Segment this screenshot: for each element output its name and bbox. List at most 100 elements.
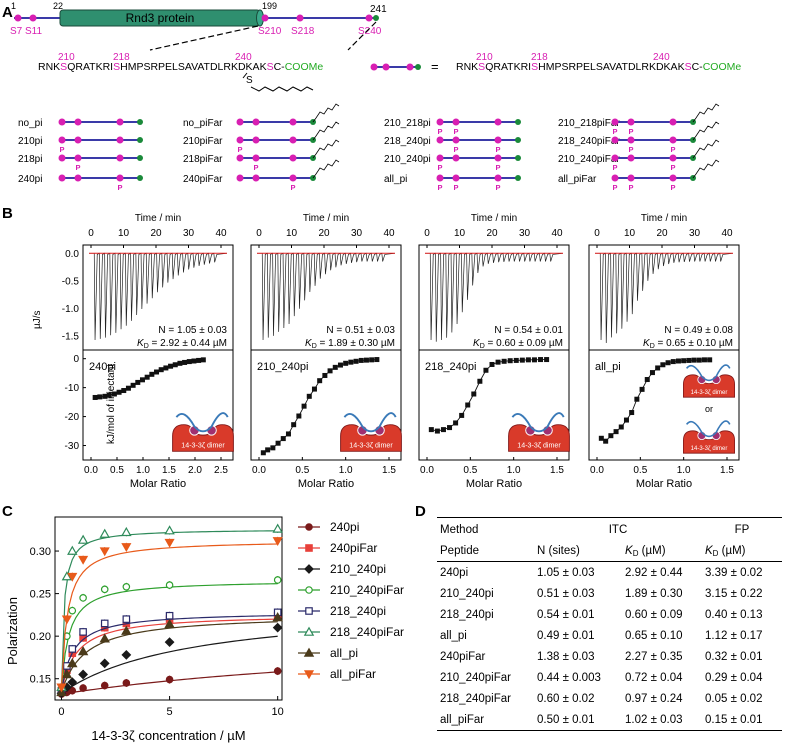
farnesyl-chain [243, 73, 313, 91]
legend-label: 210_240pi [330, 562, 386, 576]
itc-bottom-xtick: 0.0 [84, 465, 98, 476]
cell-peptide: 240pi [437, 562, 534, 584]
site-dot [297, 15, 304, 22]
farnesyl-tail [693, 104, 719, 122]
itc-top-xtick: 10 [624, 228, 636, 239]
fp-data-point [306, 608, 312, 614]
dimer-label: 14-3-3ζ dimer [349, 442, 393, 450]
itc-molar-ratio-label: Molar Ratio [636, 478, 692, 490]
site-dot [453, 119, 460, 126]
phospho-p: P [613, 183, 618, 192]
panel-b-itc: µJ/s kJ/mol of injectant Time / min 0 10 20 30… [0, 205, 787, 500]
site-dot [495, 155, 502, 162]
cell-kd-fp: 3.39 ± 0.02 [702, 562, 782, 584]
site-dot [75, 175, 82, 182]
fp-fit-curve [61, 584, 277, 689]
cterm-dot [515, 137, 521, 143]
phospho-p: P [496, 163, 501, 172]
res-num-22: 22 [53, 1, 63, 11]
fp-data-point [69, 607, 75, 613]
fp-data-point [273, 525, 281, 532]
dimer-label: 14-3-3ζ dimer [691, 390, 728, 396]
cterm-dot [515, 175, 521, 181]
itc-time-label: Time / min [303, 213, 349, 224]
cell-n: 0.44 ± 0.003 [534, 667, 622, 688]
site-dot [117, 137, 124, 144]
construct-label: 218_240piFar [558, 136, 620, 147]
itc-time-label: Time / min [471, 213, 517, 224]
or-label: or [705, 404, 713, 414]
fp-data-point [274, 668, 280, 674]
seq2-num-218: 218 [531, 52, 548, 63]
header-fp: FP [702, 518, 782, 541]
itc-top-xtick: 0 [88, 228, 94, 239]
cell-peptide: all_pi [437, 625, 534, 646]
itc-bottom-xtick: 1.0 [677, 465, 691, 476]
cell-n: 0.49 ± 0.01 [534, 625, 622, 646]
itc-time-label: Time / min [641, 213, 687, 224]
itc-top-xtick: 10 [454, 228, 466, 239]
fp-ylabel: Polarization [5, 597, 20, 665]
table-subheader-row: Peptide N (sites) KD (µM) KD (µM) [437, 540, 782, 562]
table-row: all_pi 0.49 ± 0.01 0.65 ± 0.10 1.12 ± 0.17 [437, 625, 782, 646]
site-dot [59, 119, 66, 126]
itc-top-xtick: 40 [721, 228, 733, 239]
legend-label: 218_240piFar [330, 625, 404, 639]
itc-top-xtick: 20 [486, 228, 498, 239]
cell-n: 0.51 ± 0.03 [534, 583, 622, 604]
phospho-p: P [254, 163, 259, 172]
cterm-dot [373, 15, 379, 21]
fp-xtick: 0 [58, 706, 64, 718]
fp-data-point [79, 670, 87, 678]
fp-series-all_piFar: all_piFar [57, 537, 376, 692]
farnesyl-tail [693, 122, 719, 140]
construct-label: 210pi [18, 136, 42, 147]
sequence-farnesyl: RNKSQRATKRISHMPSRPELSAVATDLRKDKAKSC-COOM… [38, 52, 323, 91]
cell-n: 1.05 ± 0.03 [534, 562, 622, 584]
site-dot [75, 119, 82, 126]
itc-top-ytick: -0.5 [62, 276, 80, 287]
cell-kd-fp: 3.15 ± 0.22 [702, 583, 782, 604]
cell-n: 0.50 ± 0.01 [534, 709, 622, 731]
header-n: N (sites) [534, 540, 622, 562]
phospho-p: P [454, 145, 459, 154]
cterm-dot [515, 119, 521, 125]
fp-xtick: 10 [272, 706, 284, 718]
itc-top-xtick: 30 [519, 228, 531, 239]
site-dot [612, 119, 619, 126]
fp-data-point [306, 545, 312, 551]
fp-data-point [306, 587, 312, 593]
site-dot [75, 155, 82, 162]
itc-panel-240pi: Time / min0 10 20 30 40N = 1.05 ± 0.03KD = 2… [83, 213, 233, 490]
legend-label: all_piFar [330, 667, 376, 681]
fp-data-point [69, 646, 75, 652]
itc-bottom-xtick: 1.5 [720, 465, 734, 476]
site-dot [612, 137, 619, 144]
itc-bottom-ytick: -20 [65, 412, 80, 423]
itc-bottom-xtick: 2.0 [188, 465, 202, 476]
itc-top-ylabel: µJ/s [32, 310, 43, 329]
dimer-cartoon: 14-3-3ζ dimer [173, 413, 234, 451]
site-dot [237, 137, 244, 144]
site-dot [453, 137, 460, 144]
site-dot [670, 137, 677, 144]
construct-label: 218_240pi [384, 136, 431, 147]
itc-kd-value: KD = 0.60 ± 0.09 µM [473, 338, 563, 350]
itc-bottom-ylabel: kJ/mol of injectant [106, 364, 117, 444]
fp-data-point [80, 629, 86, 635]
itc-bottom-xtick: 1.5 [550, 465, 564, 476]
legend-dot [383, 64, 390, 71]
table-row: 218_240piFar 0.60 ± 0.02 0.97 ± 0.24 0.05 ±… [437, 688, 782, 709]
phospho-p: P [496, 145, 501, 154]
itc-n-value: N = 0.51 ± 0.03 [326, 325, 395, 336]
fp-data-point [122, 528, 130, 535]
phospho-p: P [671, 183, 676, 192]
site-dot [628, 137, 635, 144]
legend-dot [415, 64, 421, 70]
site-dot [290, 175, 297, 182]
table-row: all_piFar 0.50 ± 0.01 1.02 ± 0.03 0.15 ± 0.… [437, 709, 782, 731]
fp-ytick: 0.15 [30, 674, 51, 686]
fp-data-point [166, 582, 172, 588]
site-s11: S11 [25, 26, 42, 37]
cell-kd-itc: 0.97 ± 0.24 [622, 688, 702, 709]
